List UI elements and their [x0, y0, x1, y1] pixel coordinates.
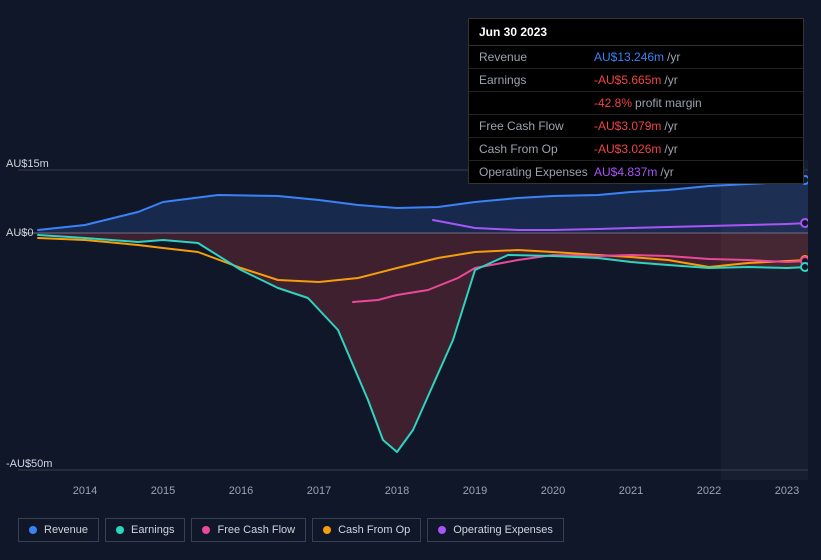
tooltip-row-suffix: /yr — [664, 119, 677, 133]
x-tick: 2020 — [541, 485, 565, 497]
tooltip-row-label: Operating Expenses — [479, 165, 594, 179]
legend-item[interactable]: Cash From Op — [312, 518, 421, 542]
legend-item[interactable]: Earnings — [105, 518, 185, 542]
chart-plot-area[interactable] — [18, 160, 808, 500]
x-tick: 2014 — [73, 485, 97, 497]
tooltip-row-value: -AU$3.026m — [594, 142, 661, 156]
x-axis: 2014 2015 2016 2017 2018 2019 2020 2021 2022 2023 — [18, 485, 808, 505]
tooltip-row-value: -42.8% — [594, 96, 632, 110]
legend-label: Revenue — [44, 524, 88, 536]
legend-item[interactable]: Revenue — [18, 518, 99, 542]
tooltip-row-value: AU$4.837m — [594, 165, 657, 179]
x-tick: 2023 — [775, 485, 799, 497]
x-tick: 2021 — [619, 485, 643, 497]
tooltip-row-suffix: /yr — [660, 165, 673, 179]
x-tick: 2019 — [463, 485, 487, 497]
tooltip-row-suffix: profit margin — [635, 96, 702, 110]
tooltip-row-label: Revenue — [479, 50, 594, 64]
legend-dot-icon — [202, 526, 210, 534]
tooltip-row: Cash From Op-AU$3.026m/yr — [469, 138, 803, 161]
tooltip-row-suffix: /yr — [664, 142, 677, 156]
tooltip-row: RevenueAU$13.246m/yr — [469, 46, 803, 69]
tooltip-row-label — [479, 96, 594, 110]
y-label-top: AU$15m — [6, 158, 49, 170]
legend-label: Cash From Op — [338, 524, 410, 536]
tooltip-row: Free Cash Flow-AU$3.079m/yr — [469, 115, 803, 138]
x-tick: 2022 — [697, 485, 721, 497]
legend-dot-icon — [29, 526, 37, 534]
tooltip-row: Earnings-AU$5.665m/yr — [469, 69, 803, 92]
legend: Revenue Earnings Free Cash Flow Cash From O… — [18, 518, 564, 542]
x-tick: 2016 — [229, 485, 253, 497]
tooltip-row-label: Free Cash Flow — [479, 119, 594, 133]
legend-dot-icon — [323, 526, 331, 534]
chart-svg — [18, 160, 808, 480]
x-tick: 2017 — [307, 485, 331, 497]
tooltip-row-label: Cash From Op — [479, 142, 594, 156]
legend-item[interactable]: Operating Expenses — [427, 518, 564, 542]
legend-label: Operating Expenses — [453, 524, 553, 536]
tooltip-row-suffix: /yr — [667, 50, 680, 64]
tooltip-row-value: -AU$5.665m — [594, 73, 661, 87]
tooltip-row-value: AU$13.246m — [594, 50, 664, 64]
chart-tooltip: Jun 30 2023 RevenueAU$13.246m/yrEarnings… — [468, 18, 804, 184]
legend-label: Earnings — [131, 524, 174, 536]
tooltip-row: -42.8%profit margin — [469, 92, 803, 115]
legend-item[interactable]: Free Cash Flow — [191, 518, 306, 542]
x-tick: 2018 — [385, 485, 409, 497]
tooltip-row-value: -AU$3.079m — [594, 119, 661, 133]
legend-dot-icon — [438, 526, 446, 534]
tooltip-row-label: Earnings — [479, 73, 594, 87]
tooltip-row: Operating ExpensesAU$4.837m/yr — [469, 161, 803, 183]
y-label-bottom: -AU$50m — [6, 458, 52, 470]
tooltip-date: Jun 30 2023 — [469, 19, 803, 46]
x-tick: 2015 — [151, 485, 175, 497]
legend-label: Free Cash Flow — [217, 524, 295, 536]
tooltip-row-suffix: /yr — [664, 73, 677, 87]
legend-dot-icon — [116, 526, 124, 534]
y-label-zero: AU$0 — [6, 227, 34, 239]
